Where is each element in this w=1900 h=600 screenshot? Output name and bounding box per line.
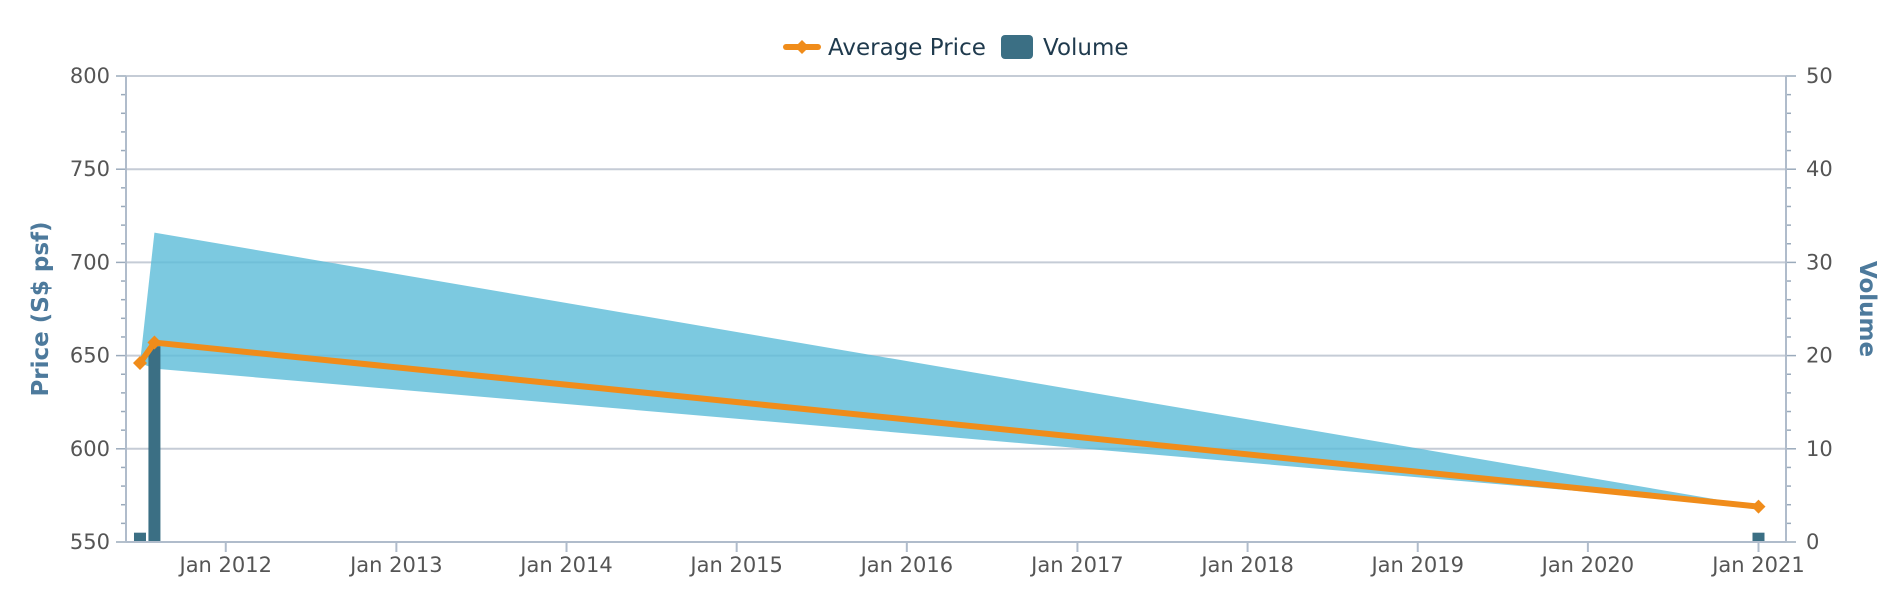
right-axis-tick-label: 40 <box>1806 157 1833 181</box>
average-price-point <box>1751 499 1766 514</box>
volume-bars <box>133 346 1765 542</box>
legend[interactable]: Average Price Volume <box>783 35 1129 61</box>
average-price-point <box>132 356 147 371</box>
price-range-band <box>139 232 1759 507</box>
x-axis-tick-label: Jan 2019 <box>1369 553 1464 577</box>
left-axis-tick-label: 800 <box>70 64 110 88</box>
right-axis-tick-label: 20 <box>1806 344 1833 368</box>
right-axis-tick-label: 10 <box>1806 437 1833 461</box>
left-axis-tick-label: 550 <box>70 530 110 554</box>
bar-swatch-icon <box>1001 35 1033 59</box>
legend-item-average-price[interactable]: Average Price <box>783 35 986 61</box>
left-axis-tick-label: 600 <box>70 437 110 461</box>
price-range-area <box>139 232 1759 507</box>
left-axis-tick-label: 650 <box>70 344 110 368</box>
x-axis-tick-label: Jan 2015 <box>688 553 783 577</box>
x-axis-tick-label: Jan 2016 <box>859 553 954 577</box>
right-axis-tick-label: 0 <box>1806 530 1819 554</box>
x-axis-tick-label: Jan 2018 <box>1199 553 1294 577</box>
left-axis-tick-label: 750 <box>70 157 110 181</box>
left-axis-tick-label: 700 <box>70 250 110 274</box>
x-axis-tick-label: Jan 2021 <box>1710 553 1805 577</box>
legend-item-volume[interactable]: Volume <box>1001 35 1129 61</box>
x-axis-tick-label: Jan 2012 <box>178 553 273 577</box>
x-axis-tick-label: Jan 2020 <box>1540 553 1635 577</box>
diamond-marker-icon <box>795 40 809 54</box>
x-axis-tick-label: Jan 2014 <box>518 553 613 577</box>
average-price-series <box>136 339 1762 510</box>
legend-label: Volume <box>1043 35 1129 61</box>
axes: 550 600 650 700 750 800 0 10 20 30 40 50 Jan 2012 Jan… <box>28 64 1880 577</box>
left-axis-title: Price (S$ psf) <box>28 221 54 396</box>
average-price-point <box>147 335 162 350</box>
volume-bar <box>148 346 161 542</box>
right-axis-tick-label: 30 <box>1806 250 1833 274</box>
legend-label: Average Price <box>828 35 986 61</box>
right-axis-tick-label: 50 <box>1806 64 1833 88</box>
x-axis-tick-label: Jan 2017 <box>1029 553 1124 577</box>
volume-bar <box>1752 532 1765 542</box>
average-price-line <box>132 335 1766 514</box>
x-axis-tick-label: Jan 2013 <box>348 553 443 577</box>
volume-bar <box>133 532 146 542</box>
right-axis-title: Volume <box>1854 261 1880 357</box>
